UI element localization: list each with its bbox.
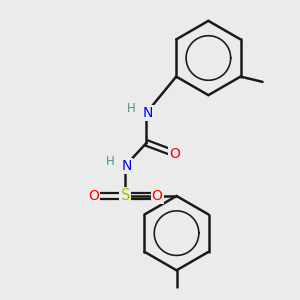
Text: O: O: [88, 189, 99, 203]
Text: H: H: [127, 102, 136, 115]
Text: O: O: [169, 146, 180, 161]
Text: N: N: [143, 106, 153, 120]
Text: O: O: [152, 189, 163, 203]
Text: N: N: [122, 159, 132, 173]
Text: H: H: [106, 155, 115, 168]
Text: S: S: [121, 188, 130, 203]
